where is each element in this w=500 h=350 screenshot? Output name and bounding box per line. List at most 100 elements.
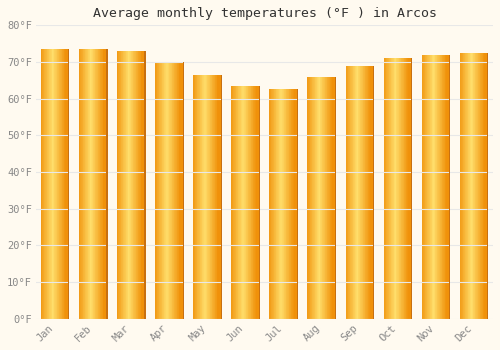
- Bar: [140, 51, 141, 318]
- Bar: [163, 62, 164, 318]
- Bar: [369, 65, 370, 319]
- Bar: [204, 75, 206, 318]
- Bar: [288, 90, 290, 318]
- Bar: [161, 62, 162, 318]
- Bar: [470, 53, 471, 318]
- Bar: [160, 62, 161, 318]
- Bar: [403, 58, 404, 318]
- Bar: [134, 51, 135, 318]
- Bar: [438, 55, 439, 318]
- Bar: [464, 53, 466, 318]
- Bar: [42, 49, 43, 318]
- Bar: [54, 49, 55, 318]
- Bar: [66, 49, 68, 318]
- Bar: [334, 77, 336, 318]
- Bar: [482, 53, 484, 318]
- Bar: [124, 51, 125, 318]
- Bar: [468, 53, 469, 318]
- Bar: [280, 90, 281, 318]
- Bar: [474, 53, 476, 318]
- Bar: [213, 75, 214, 318]
- Bar: [467, 53, 468, 318]
- Bar: [58, 49, 59, 318]
- Bar: [155, 62, 156, 318]
- Bar: [332, 77, 333, 318]
- Bar: [284, 90, 285, 318]
- Bar: [219, 75, 220, 318]
- Bar: [122, 51, 124, 318]
- Bar: [252, 86, 254, 318]
- Bar: [308, 77, 309, 318]
- Bar: [316, 77, 318, 318]
- Bar: [411, 58, 412, 318]
- Bar: [424, 55, 425, 318]
- Bar: [44, 49, 45, 318]
- Bar: [126, 51, 127, 318]
- Bar: [130, 51, 132, 318]
- Bar: [207, 75, 208, 318]
- Bar: [323, 77, 324, 318]
- Bar: [201, 75, 202, 318]
- Bar: [202, 75, 203, 318]
- Bar: [162, 62, 163, 318]
- Bar: [176, 62, 177, 318]
- Bar: [469, 53, 470, 318]
- Bar: [446, 55, 448, 318]
- Bar: [397, 58, 398, 318]
- Bar: [410, 58, 412, 318]
- Bar: [291, 90, 292, 318]
- Bar: [435, 55, 436, 318]
- Bar: [135, 51, 136, 318]
- Bar: [425, 55, 426, 318]
- Bar: [94, 49, 96, 318]
- Bar: [197, 75, 198, 318]
- Bar: [88, 49, 89, 318]
- Bar: [177, 62, 178, 318]
- Bar: [173, 62, 174, 318]
- Bar: [433, 55, 434, 318]
- Bar: [50, 49, 51, 318]
- Bar: [240, 86, 242, 318]
- Bar: [402, 58, 403, 318]
- Bar: [471, 53, 472, 318]
- Bar: [242, 86, 244, 318]
- Bar: [106, 49, 108, 318]
- Bar: [297, 90, 298, 318]
- Bar: [367, 65, 368, 319]
- Bar: [104, 49, 106, 318]
- Bar: [218, 75, 219, 318]
- Bar: [100, 49, 101, 318]
- Bar: [350, 65, 351, 319]
- Bar: [220, 75, 221, 318]
- Bar: [64, 49, 65, 318]
- Bar: [98, 49, 99, 318]
- Bar: [200, 75, 201, 318]
- Bar: [92, 49, 93, 318]
- Bar: [386, 58, 387, 318]
- Bar: [331, 77, 332, 318]
- Bar: [119, 51, 120, 318]
- Bar: [398, 58, 400, 318]
- Bar: [182, 62, 184, 318]
- Bar: [365, 65, 366, 319]
- Bar: [86, 49, 87, 318]
- Bar: [235, 86, 236, 318]
- Bar: [321, 77, 322, 318]
- Bar: [125, 51, 126, 318]
- Bar: [183, 62, 184, 318]
- Bar: [356, 65, 357, 319]
- Bar: [428, 55, 429, 318]
- Bar: [358, 65, 359, 319]
- Bar: [388, 58, 390, 318]
- Bar: [238, 86, 239, 318]
- Bar: [387, 58, 388, 318]
- Bar: [393, 58, 394, 318]
- Bar: [371, 65, 372, 319]
- Bar: [406, 58, 407, 318]
- Title: Average monthly temperatures (°F ) in Arcos: Average monthly temperatures (°F ) in Ar…: [92, 7, 436, 20]
- Bar: [330, 77, 331, 318]
- Bar: [354, 65, 355, 319]
- Bar: [449, 55, 450, 318]
- Bar: [89, 49, 90, 318]
- Bar: [394, 58, 395, 318]
